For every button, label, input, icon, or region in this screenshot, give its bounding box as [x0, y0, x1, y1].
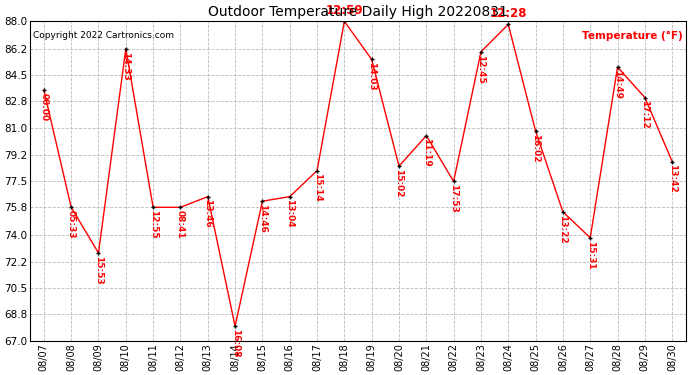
Text: 14:03: 14:03: [367, 62, 376, 91]
Point: [39, 87, 50, 93]
Text: 12:59: 12:59: [326, 4, 363, 17]
Title: Outdoor Temperature Daily High 20220831: Outdoor Temperature Daily High 20220831: [208, 5, 508, 19]
Text: 08:41: 08:41: [176, 210, 185, 239]
Text: 15:14: 15:14: [313, 174, 322, 202]
Point: [120, 46, 131, 52]
Point: [175, 204, 186, 210]
Text: 12:45: 12:45: [477, 55, 486, 83]
Text: 14:33: 14:33: [121, 51, 130, 80]
Point: [584, 235, 595, 241]
Point: [530, 128, 541, 134]
Point: [612, 64, 623, 70]
Point: [284, 194, 295, 200]
Text: 14:49: 14:49: [613, 70, 622, 99]
Text: 05:33: 05:33: [67, 210, 76, 238]
Point: [475, 49, 486, 55]
Point: [257, 198, 268, 204]
Point: [503, 21, 514, 27]
Point: [558, 209, 569, 215]
Text: 11:19: 11:19: [422, 138, 431, 167]
Point: [311, 168, 322, 174]
Point: [66, 204, 77, 210]
Point: [339, 18, 350, 24]
Text: 12:55: 12:55: [148, 210, 157, 239]
Text: Temperature (°F): Temperature (°F): [582, 31, 682, 41]
Text: 13:46: 13:46: [204, 200, 213, 228]
Text: 15:02: 15:02: [395, 169, 404, 197]
Text: 00:00: 00:00: [39, 93, 48, 121]
Text: 15:31: 15:31: [586, 241, 595, 269]
Text: 17:12: 17:12: [640, 100, 649, 129]
Point: [421, 133, 432, 139]
Text: 16:08: 16:08: [230, 329, 239, 357]
Text: 13:04: 13:04: [285, 200, 294, 228]
Text: 16:02: 16:02: [531, 134, 540, 162]
Text: Copyright 2022 Cartronics.com: Copyright 2022 Cartronics.com: [34, 31, 175, 40]
Point: [230, 323, 241, 329]
Text: 12:28: 12:28: [489, 7, 527, 20]
Point: [93, 250, 104, 256]
Text: 13:42: 13:42: [668, 164, 677, 193]
Point: [667, 159, 678, 165]
Point: [148, 204, 159, 210]
Text: 15:53: 15:53: [94, 256, 103, 284]
Text: 17:53: 17:53: [449, 184, 458, 213]
Point: [202, 194, 213, 200]
Text: 14:46: 14:46: [258, 204, 267, 233]
Point: [448, 178, 459, 184]
Point: [366, 57, 377, 63]
Point: [393, 163, 404, 169]
Point: [640, 94, 651, 100]
Text: 13:22: 13:22: [558, 214, 567, 243]
